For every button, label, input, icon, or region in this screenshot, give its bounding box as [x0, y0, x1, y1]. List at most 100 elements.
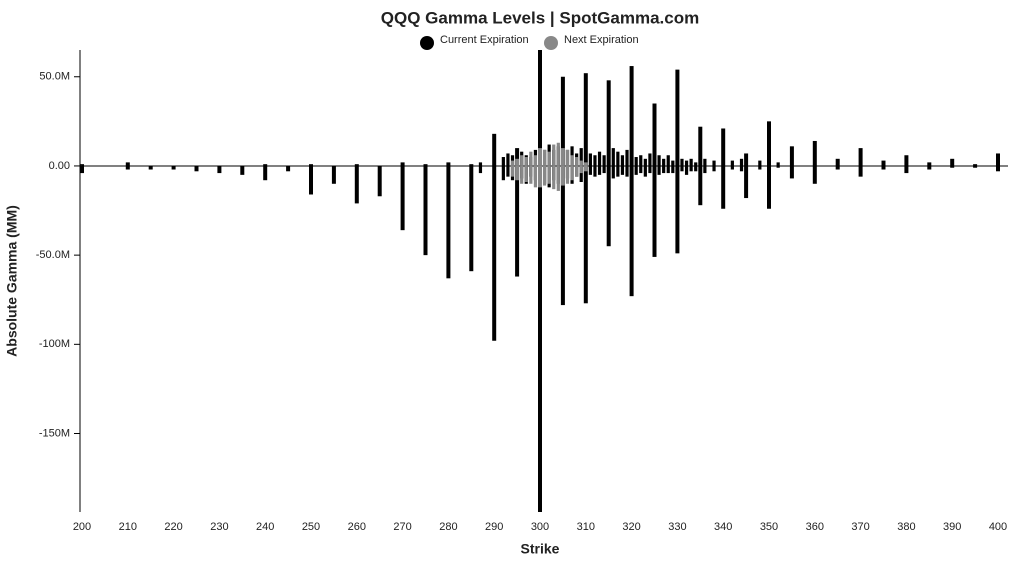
bar: [515, 165, 520, 277]
bar: [812, 140, 817, 166]
bar: [506, 153, 510, 166]
bar: [680, 165, 684, 172]
bar: [776, 165, 780, 168]
bar: [744, 153, 749, 166]
bar: [579, 165, 583, 182]
bar: [721, 128, 726, 166]
bar: [758, 160, 762, 166]
bar: [148, 165, 153, 170]
bar: [950, 158, 955, 166]
bar: [579, 160, 583, 166]
bar: [776, 162, 780, 166]
bar: [680, 158, 684, 166]
bar: [616, 165, 620, 177]
bar: [570, 155, 574, 166]
bar: [643, 158, 647, 166]
y-tick-label: -100M: [39, 338, 70, 350]
bar: [620, 165, 625, 175]
bar: [125, 165, 130, 170]
bar: [657, 165, 661, 175]
bar: [579, 165, 583, 174]
bar: [492, 165, 497, 341]
bar: [662, 165, 666, 174]
bar: [506, 165, 510, 177]
legend-marker: [544, 36, 558, 50]
bar: [538, 165, 542, 188]
bar: [712, 160, 716, 166]
bar: [538, 148, 542, 166]
bar: [973, 165, 978, 168]
y-tick-label: 0.00: [49, 160, 70, 172]
bar: [606, 165, 611, 247]
bar: [684, 165, 689, 175]
bar: [263, 165, 268, 181]
bar: [858, 148, 863, 166]
y-axis-label: Absolute Gamma (MM): [4, 205, 20, 357]
bar: [597, 165, 602, 175]
bar: [927, 162, 932, 166]
bar: [698, 165, 703, 206]
bar: [602, 165, 606, 174]
bar: [377, 165, 382, 197]
bar: [547, 165, 551, 184]
bar: [629, 66, 634, 166]
legend-label: Current Expiration: [440, 34, 529, 46]
bar: [529, 165, 533, 184]
bar: [560, 76, 565, 166]
x-tick-label: 240: [256, 521, 274, 533]
y-tick-label: -150M: [39, 427, 70, 439]
bar: [565, 149, 570, 166]
bar: [789, 146, 794, 166]
bar: [904, 155, 909, 166]
bar: [194, 165, 199, 172]
bar: [533, 165, 538, 188]
bar: [703, 158, 707, 166]
bar: [629, 165, 634, 297]
bar: [973, 164, 978, 166]
bar: [657, 155, 661, 166]
bar: [927, 165, 932, 170]
bar: [423, 165, 428, 256]
bar: [560, 165, 565, 306]
bar: [515, 165, 520, 181]
bar: [858, 165, 863, 177]
bar: [593, 165, 597, 177]
bar: [542, 165, 547, 186]
bar: [648, 165, 652, 174]
bar: [767, 165, 771, 209]
x-tick-label: 270: [393, 521, 411, 533]
bar: [588, 165, 592, 175]
bar: [515, 148, 520, 166]
bar: [694, 165, 698, 172]
bar: [469, 164, 474, 166]
x-tick-label: 220: [164, 521, 182, 533]
legend-label: Next Expiration: [564, 34, 639, 46]
x-tick-label: 300: [531, 521, 549, 533]
bar: [478, 162, 483, 166]
bar: [575, 165, 579, 177]
bar: [881, 160, 886, 166]
bar: [556, 142, 560, 166]
bar: [520, 165, 524, 184]
x-tick-label: 360: [806, 521, 824, 533]
bar: [556, 165, 560, 191]
bar: [423, 164, 428, 166]
bar: [666, 165, 670, 174]
bar: [744, 165, 749, 199]
bar: [689, 158, 693, 166]
bar: [996, 153, 1000, 166]
bar: [671, 160, 675, 166]
x-tick-label: 210: [119, 521, 137, 533]
bar: [703, 165, 707, 174]
bar: [529, 151, 533, 166]
bar: [698, 126, 703, 166]
bar: [583, 162, 588, 166]
bar: [501, 165, 505, 181]
bar: [652, 103, 657, 166]
x-tick-label: 390: [943, 521, 961, 533]
bar: [721, 165, 726, 209]
bar: [639, 155, 643, 166]
bar: [671, 165, 675, 174]
bar: [446, 165, 451, 279]
bar: [125, 162, 130, 166]
